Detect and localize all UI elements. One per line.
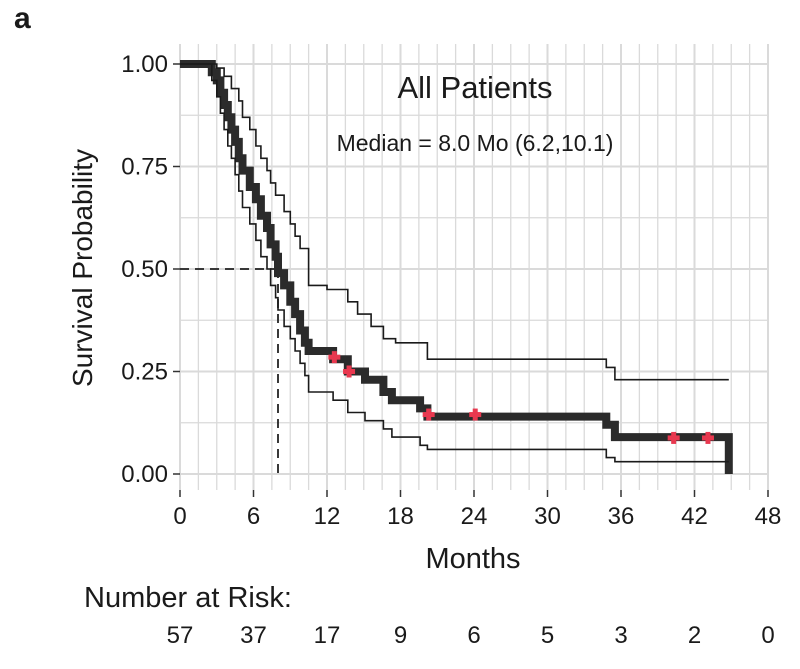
- censor-mark: [701, 431, 714, 444]
- risk-count: 37: [240, 622, 267, 649]
- risk-count: 0: [761, 622, 775, 649]
- x-tick-label: 48: [755, 503, 782, 530]
- risk-count: 9: [393, 622, 408, 649]
- x-tick-label: 30: [534, 503, 561, 530]
- censor-mark: [343, 365, 356, 378]
- x-tick-label: 0: [173, 503, 186, 530]
- x-tick-label: 12: [314, 503, 341, 530]
- x-tick-label: 24: [461, 503, 488, 530]
- censor-mark: [422, 408, 435, 421]
- risk-count: 2: [687, 622, 702, 649]
- x-tick-label: 36: [608, 503, 635, 530]
- x-tick-label: 42: [681, 503, 708, 530]
- axis-layer: 0 6 12 18 24 30 36 42 48 0.00 0.25 0.50 0.75 1.00: [121, 51, 781, 530]
- curve-layer: [180, 60, 733, 474]
- lower-ci-curve: [180, 63, 729, 463]
- risk-count: 17: [313, 622, 341, 649]
- x-tick-label: 18: [387, 503, 414, 530]
- chart-subtitle: Median = 8.0 Mo (6.2,10.1): [337, 130, 614, 156]
- y-tick-label: 0.25: [121, 359, 168, 386]
- risk-count: 5: [540, 622, 555, 649]
- risk-count: 3: [614, 622, 628, 649]
- y-tick-label: 0.00: [121, 461, 168, 488]
- x-axis-label: Months: [425, 543, 520, 575]
- grid-layer: [179, 44, 769, 490]
- risk-count: 57: [166, 622, 194, 649]
- y-tick-label: 0.75: [121, 154, 168, 181]
- y-tick-label: 0.50: [121, 256, 168, 283]
- censor-mark: [469, 408, 482, 421]
- risk-count: 6: [467, 622, 481, 649]
- y-tick-label: 1.00: [121, 51, 168, 78]
- censor-mark: [328, 351, 341, 364]
- censor-layer: [328, 351, 714, 444]
- x-tick-label: 6: [247, 503, 260, 530]
- y-axis-label: Survival Probability: [67, 149, 98, 387]
- upper-ci-curve: [180, 63, 729, 381]
- panel-label: a: [14, 2, 31, 35]
- survival-curve: [180, 60, 733, 474]
- censor-mark: [667, 431, 680, 444]
- risk-table-title: Number at Risk:: [84, 582, 292, 614]
- chart-title: All Patients: [397, 70, 552, 105]
